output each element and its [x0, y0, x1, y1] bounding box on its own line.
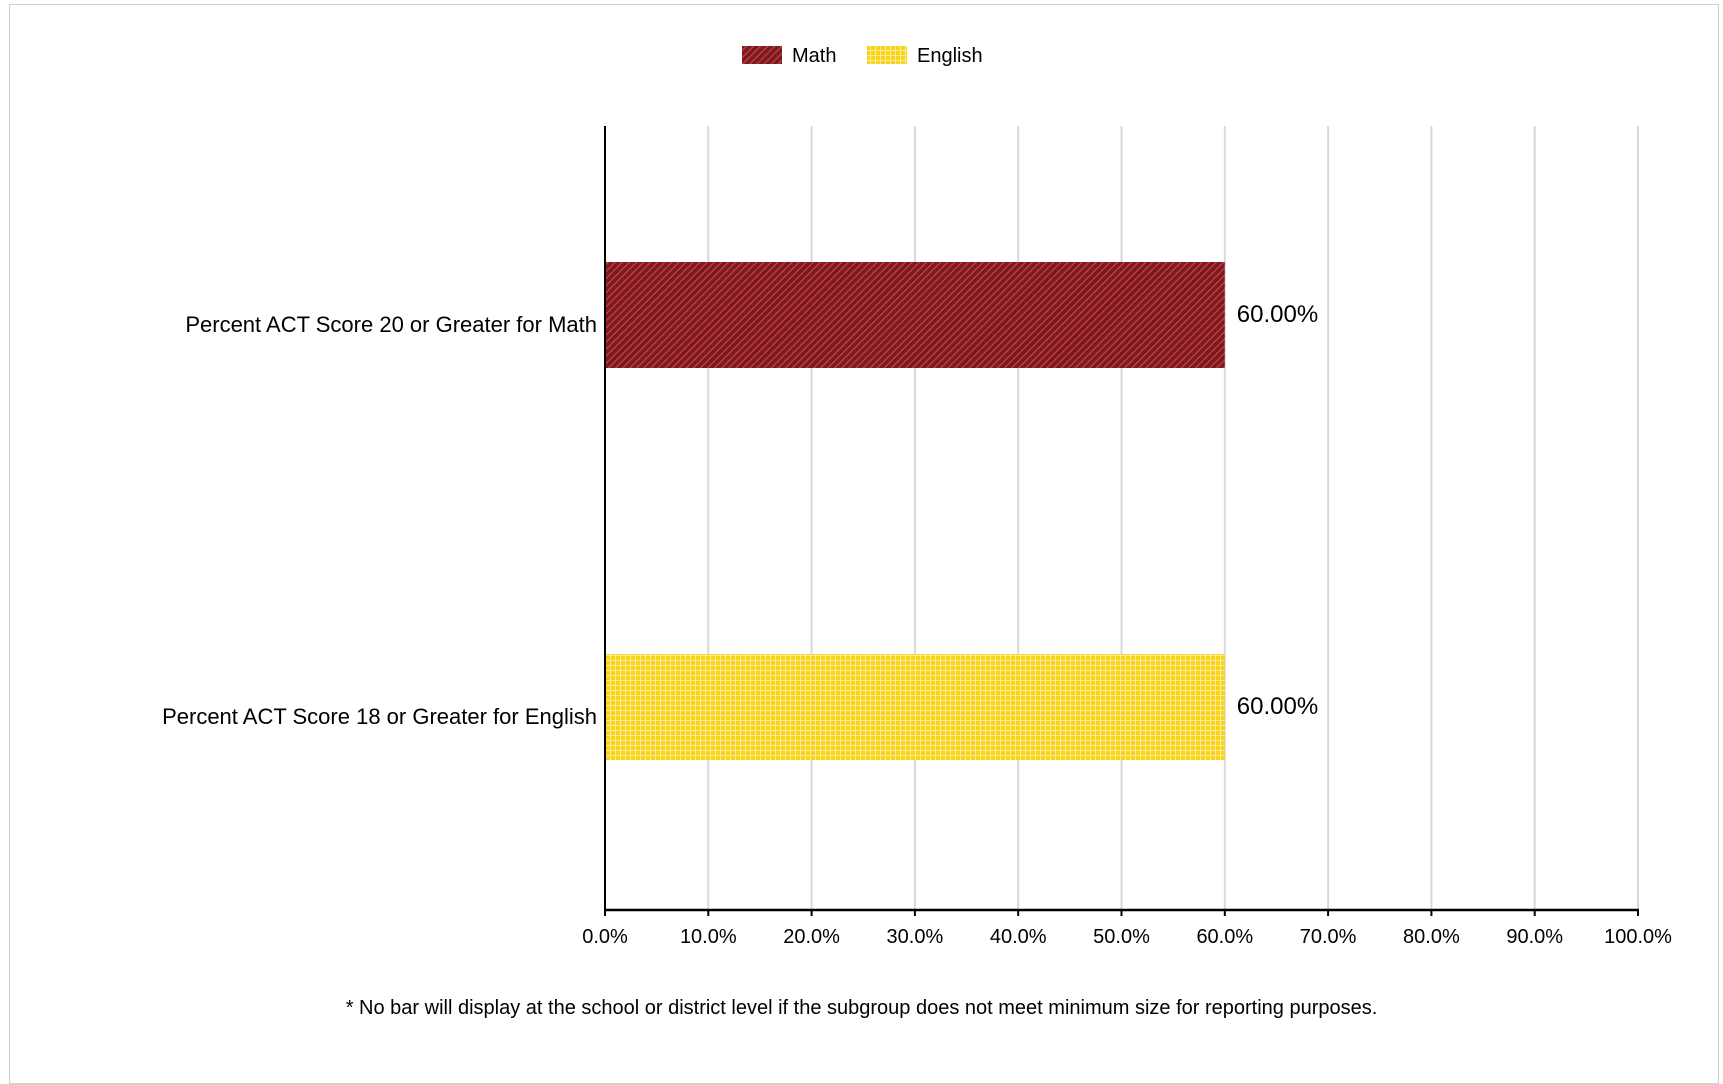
- x-tick-label: 10.0%: [680, 926, 737, 948]
- category-labels: Percent ACT Score 20 or Greater for Math…: [162, 312, 597, 729]
- x-tick-label: 80.0%: [1403, 926, 1460, 948]
- x-tick-labels: 0.0% 10.0% 20.0% 30.0% 40.0% 50.0% 60.0% 70.0% 8…: [582, 926, 1672, 948]
- chart-bars: [605, 262, 1225, 760]
- x-tick-label: 30.0%: [887, 926, 944, 948]
- chart-frame: [9, 4, 1719, 1084]
- x-tick-label: 50.0%: [1093, 926, 1150, 948]
- x-tick-label: 100.0%: [1604, 926, 1672, 948]
- bar-chart: Math English Percent ACT Score 20 or Grea…: [162, 45, 1672, 948]
- category-label: Percent ACT Score 18 or Greater for Engl…: [162, 704, 597, 729]
- legend-swatch-english: [867, 46, 907, 64]
- data-label-english: 60.00%: [1237, 693, 1318, 720]
- category-label: Percent ACT Score 20 or Greater for Math: [185, 312, 597, 337]
- chart-gridlines: [707, 126, 1639, 910]
- chart-legend: Math English: [742, 45, 983, 67]
- legend-label-english: English: [917, 45, 983, 67]
- bar-english: [605, 654, 1225, 760]
- legend-label-math: Math: [792, 45, 836, 67]
- x-tick-label: 60.0%: [1196, 926, 1253, 948]
- data-label-math: 60.00%: [1237, 301, 1318, 328]
- legend-swatch-math: [742, 46, 782, 64]
- chart-axes: [604, 126, 1639, 916]
- x-tick-label: 20.0%: [783, 926, 840, 948]
- bar-math: [605, 262, 1225, 368]
- x-tick-label: 0.0%: [582, 926, 628, 948]
- x-tick-label: 70.0%: [1300, 926, 1357, 948]
- x-tick-label: 90.0%: [1506, 926, 1563, 948]
- footnote: * No bar will display at the school or d…: [345, 997, 1378, 1019]
- data-labels: 60.00% 60.00%: [1237, 301, 1318, 720]
- x-tick-label: 40.0%: [990, 926, 1047, 948]
